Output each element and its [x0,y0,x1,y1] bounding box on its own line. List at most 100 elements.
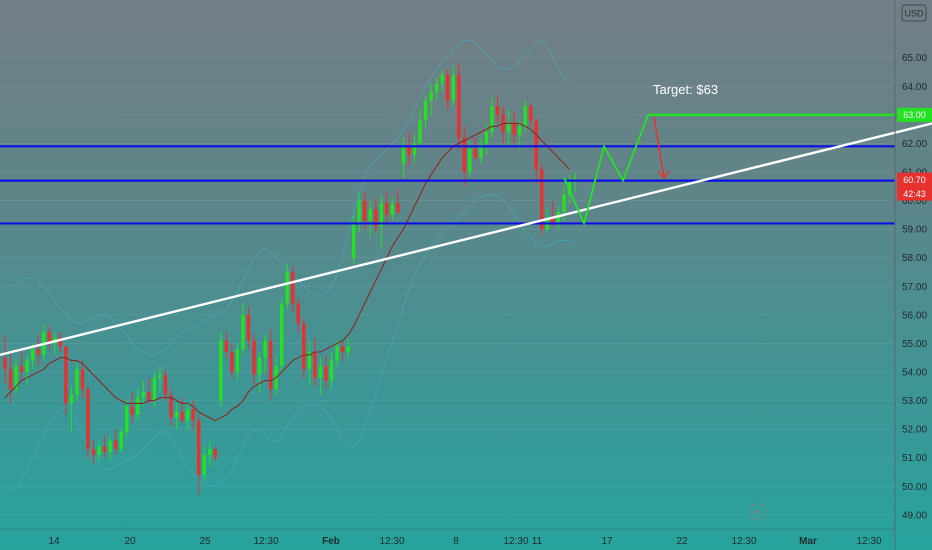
candle[interactable] [180,397,184,424]
candle[interactable] [158,366,162,393]
candle[interactable] [285,263,289,310]
candle[interactable] [53,332,57,355]
candle[interactable] [213,446,217,461]
candle[interactable] [8,352,13,404]
candle[interactable] [136,389,140,421]
candle[interactable] [108,437,112,461]
candle[interactable] [268,329,273,401]
candle[interactable] [147,377,151,404]
candle[interactable] [374,197,378,233]
candle[interactable] [219,332,223,407]
target-annotation[interactable]: Target: $63 [653,82,718,97]
candle[interactable] [36,334,40,367]
candle[interactable] [457,63,461,150]
candle[interactable] [357,192,361,233]
candle[interactable] [224,332,229,358]
candle[interactable] [446,69,450,110]
candle[interactable] [473,137,478,161]
candle[interactable] [3,334,7,384]
candle[interactable] [113,429,118,455]
candle[interactable] [280,297,284,373]
candle[interactable] [91,440,96,464]
candle[interactable] [119,426,123,453]
candle[interactable] [401,137,406,178]
candle[interactable] [302,317,306,378]
candle[interactable] [351,214,356,264]
candle[interactable] [64,346,68,415]
candle[interactable] [517,120,522,150]
candle[interactable] [418,109,422,147]
trendline-line[interactable] [0,122,932,357]
candle[interactable] [196,414,201,495]
candle[interactable] [346,337,350,358]
candle[interactable] [75,363,79,401]
candle[interactable] [263,334,267,373]
candle[interactable] [80,360,85,398]
currency-badge[interactable]: USD [901,4,927,22]
candle[interactable] [556,206,561,230]
candle[interactable] [368,200,372,238]
candle[interactable] [69,386,74,433]
candle[interactable] [42,323,46,361]
candle[interactable] [529,103,533,127]
candle[interactable] [252,334,256,384]
candle[interactable] [451,66,455,107]
candle[interactable] [495,94,500,124]
candle[interactable] [335,340,339,367]
candle[interactable] [512,112,516,144]
candle[interactable] [208,440,212,467]
candle[interactable] [545,209,550,233]
candle[interactable] [163,369,168,401]
candle[interactable] [14,357,18,395]
candle[interactable] [573,172,577,193]
candle[interactable] [191,400,195,430]
candle[interactable] [434,77,439,101]
candle[interactable] [174,403,179,430]
projection-drawing[interactable] [563,113,895,227]
candle[interactable] [462,126,467,187]
candle[interactable] [379,194,384,250]
candle[interactable] [318,357,323,395]
candle[interactable] [329,352,334,390]
candle[interactable] [246,306,251,350]
candle[interactable] [86,386,90,458]
candle[interactable] [324,354,328,390]
candle[interactable] [307,340,312,387]
candle[interactable] [412,134,417,164]
candle[interactable] [291,266,295,313]
candle[interactable] [407,132,411,167]
candle[interactable] [241,303,245,355]
candle[interactable] [19,349,24,381]
candle[interactable] [58,332,63,353]
candle[interactable] [506,109,511,147]
candle[interactable] [202,446,206,481]
candle[interactable] [185,403,190,430]
candle[interactable] [257,352,262,393]
candle[interactable] [534,117,538,184]
candle[interactable] [130,392,134,424]
candle[interactable] [230,343,234,378]
candle[interactable] [479,137,483,164]
candle[interactable] [340,340,345,361]
candlestick-series[interactable] [3,63,577,495]
candle[interactable] [551,200,555,227]
candle[interactable] [125,400,129,438]
candle[interactable] [440,69,444,93]
candle[interactable] [169,389,173,427]
candle[interactable] [423,94,428,130]
candle[interactable] [47,326,51,350]
candle[interactable] [313,337,317,387]
candle[interactable] [296,297,301,333]
candle[interactable] [141,380,146,407]
horizontal-levels[interactable] [0,145,895,225]
time-axis[interactable]: 14 20 25 12:30 Feb 12:30 8 12:30 11 17 22 12:30 Mar 1… [48,536,882,547]
candle[interactable] [102,434,107,458]
price-axis[interactable]: 49.00 50.00 51.00 52.00 53.00 54.00 55.00 56.00… [902,53,927,521]
candle[interactable] [429,83,433,115]
candle[interactable] [97,440,101,461]
projection-zigzag[interactable] [563,114,649,227]
candle[interactable] [396,189,400,215]
candle[interactable] [385,192,389,224]
trendline[interactable] [0,122,932,357]
